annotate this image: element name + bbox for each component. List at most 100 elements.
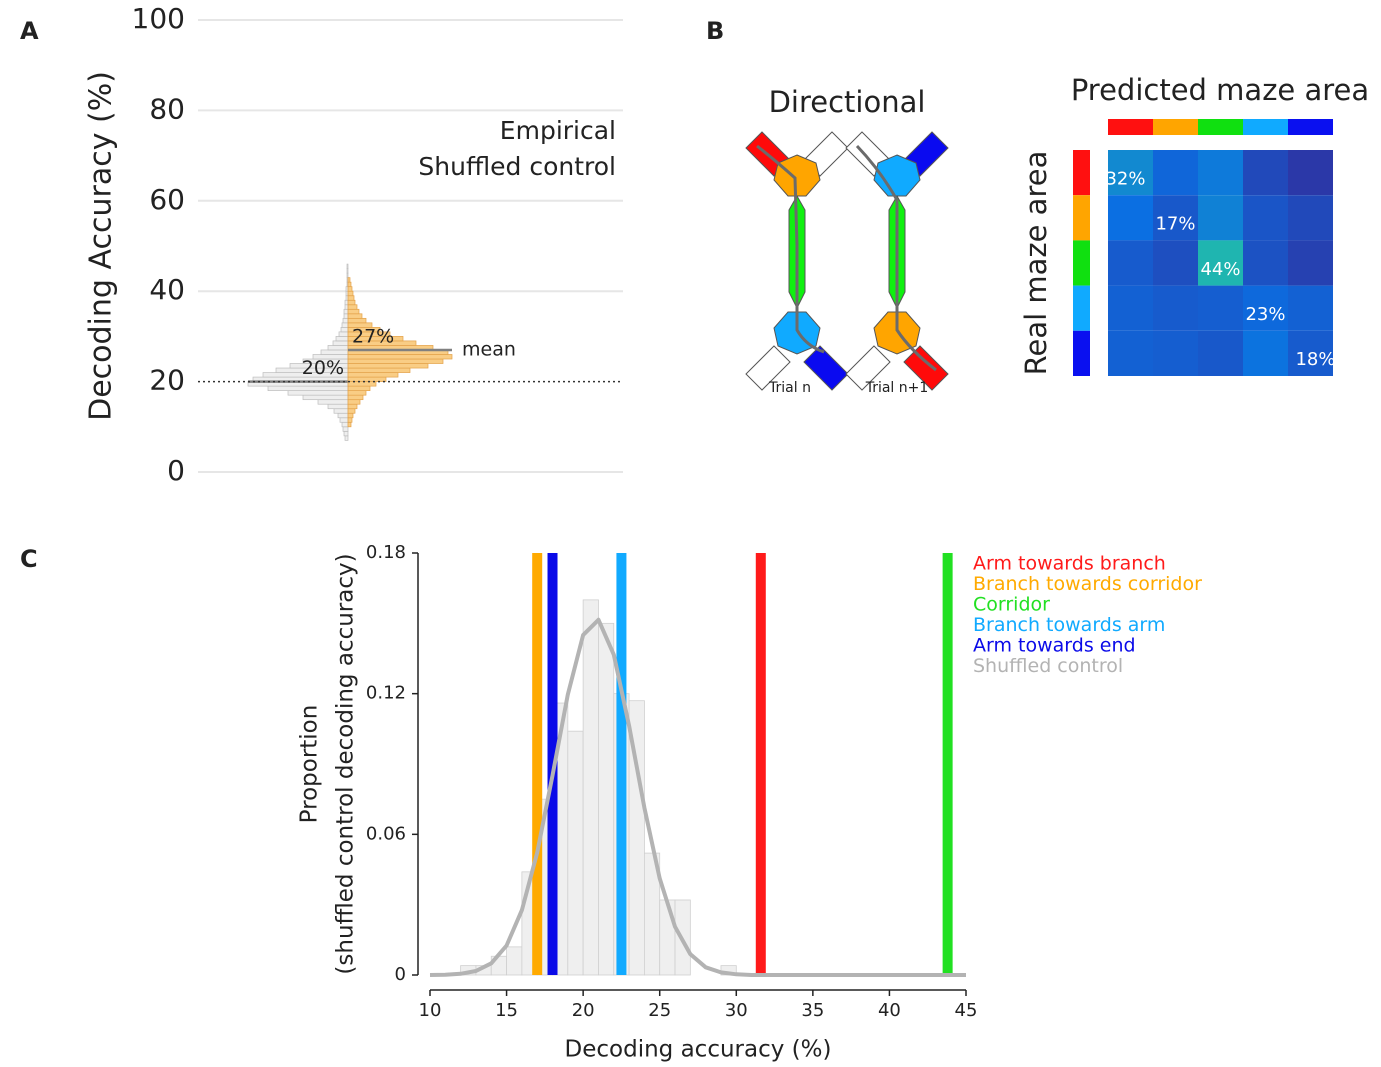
column-swatch — [1153, 119, 1198, 135]
heatmap-cell — [1108, 195, 1153, 241]
legend-label: Empirical — [500, 116, 616, 145]
reference-line — [755, 553, 766, 975]
histogram-bar — [347, 412, 354, 419]
histogram-bar — [343, 430, 349, 437]
histogram-bar — [347, 304, 358, 310]
maze-caption: Trial n — [768, 380, 811, 396]
heatmap-cell — [1153, 285, 1198, 331]
heatmap-cell — [1198, 330, 1243, 376]
histogram-bar — [347, 408, 356, 414]
histogram-bar — [598, 622, 615, 976]
y-tick-label: 0.18 — [366, 542, 406, 563]
column-swatch — [1198, 119, 1243, 135]
mean-label: 20% — [302, 357, 344, 379]
histogram-bar — [347, 317, 367, 324]
y-tick-label: 100 — [132, 2, 185, 35]
y-tick-label: 60 — [149, 183, 185, 216]
histogram-bar — [342, 426, 349, 432]
legend-label: Corridor — [973, 594, 1050, 616]
x-tick-label: 40 — [878, 1000, 901, 1021]
histogram-bar — [341, 421, 349, 428]
histogram-bar — [346, 268, 349, 274]
histogram-bar — [320, 349, 349, 355]
diagram-title: Directional — [769, 85, 926, 119]
histogram-bar — [267, 385, 349, 391]
heatmap-cell — [1198, 240, 1243, 286]
histogram-bar — [347, 363, 429, 369]
heatmap-cell — [1243, 150, 1288, 196]
y-axis-label: (shuffled control decoding accuracy) — [333, 553, 359, 974]
histogram-bar — [346, 272, 349, 278]
row-swatch — [1073, 240, 1090, 286]
reference-line — [616, 553, 627, 975]
histogram-bar — [337, 412, 349, 419]
y-tick-label: 0 — [395, 964, 406, 985]
heatmap-cell — [1153, 330, 1198, 376]
heatmap-cell — [1108, 150, 1153, 196]
heatmap-cell — [1108, 330, 1153, 376]
histogram-bar — [347, 281, 352, 288]
histogram-bar — [347, 286, 353, 292]
panel-label: A — [20, 17, 39, 45]
mean-label: 27% — [352, 325, 394, 347]
maze-arm — [845, 345, 891, 391]
legend-label: Arm towards branch — [973, 553, 1166, 575]
heatmap-cell — [1288, 330, 1333, 376]
histogram-bar — [347, 313, 363, 319]
histogram-bar — [506, 946, 523, 976]
histogram-bar — [346, 263, 349, 269]
row-swatch — [1073, 150, 1090, 196]
y-tick-label: 0.12 — [366, 683, 406, 704]
histogram-bar — [335, 336, 349, 342]
histogram-bar — [347, 354, 453, 360]
panel-label: C — [20, 545, 38, 573]
y-axis-label: Proportion — [297, 705, 323, 824]
x-tick-label: 20 — [572, 1000, 595, 1021]
histogram-bar — [327, 345, 349, 351]
histogram-bar — [582, 599, 599, 976]
histogram-bar — [347, 299, 356, 306]
maze-arm — [745, 345, 791, 391]
cell-label: 44% — [1200, 259, 1240, 280]
histogram-bar — [347, 367, 411, 373]
histogram-bar — [347, 372, 399, 378]
histogram-bar — [347, 399, 361, 405]
y-tick-label: 40 — [149, 273, 185, 306]
histogram-bar — [344, 435, 349, 441]
histogram-bar — [347, 394, 364, 401]
heatmap-cell — [1288, 240, 1333, 286]
heatmap-cell — [1243, 285, 1288, 331]
heatmap-cell — [1153, 240, 1198, 286]
x-tick-label: 25 — [648, 1000, 671, 1021]
histogram-bar — [343, 308, 349, 315]
reference-line — [942, 553, 953, 975]
histogram-bar — [341, 322, 349, 328]
legend-label: Shuffled control — [973, 655, 1123, 677]
histogram-bar — [342, 317, 349, 324]
row-swatch — [1073, 195, 1090, 241]
legend-label: Arm towards end — [973, 635, 1136, 657]
x-tick-label: 10 — [419, 1000, 442, 1021]
path-arrow — [756, 144, 825, 354]
heatmap-cell — [1243, 240, 1288, 286]
x-axis-label: Decoding accuracy (%) — [565, 1037, 832, 1063]
histogram-bar — [567, 730, 584, 976]
histogram-bar — [347, 290, 354, 297]
histogram-bar — [343, 313, 349, 319]
maze — [845, 131, 949, 391]
y-tick-label: 0 — [167, 454, 185, 487]
row-swatch — [1073, 285, 1090, 331]
heatmap-cell — [1153, 150, 1198, 196]
path-arrow — [855, 144, 937, 372]
histogram-bar — [347, 308, 360, 315]
heatmap-cell — [1198, 150, 1243, 196]
x-tick-label: 15 — [495, 1000, 518, 1021]
histogram-bar — [340, 327, 349, 333]
histogram-bar — [347, 417, 353, 423]
histogram-bar — [347, 277, 351, 283]
cell-label: 18% — [1295, 349, 1335, 370]
heatmap-cell — [1198, 285, 1243, 331]
x-tick-label: 35 — [801, 1000, 824, 1021]
maze — [745, 131, 849, 391]
